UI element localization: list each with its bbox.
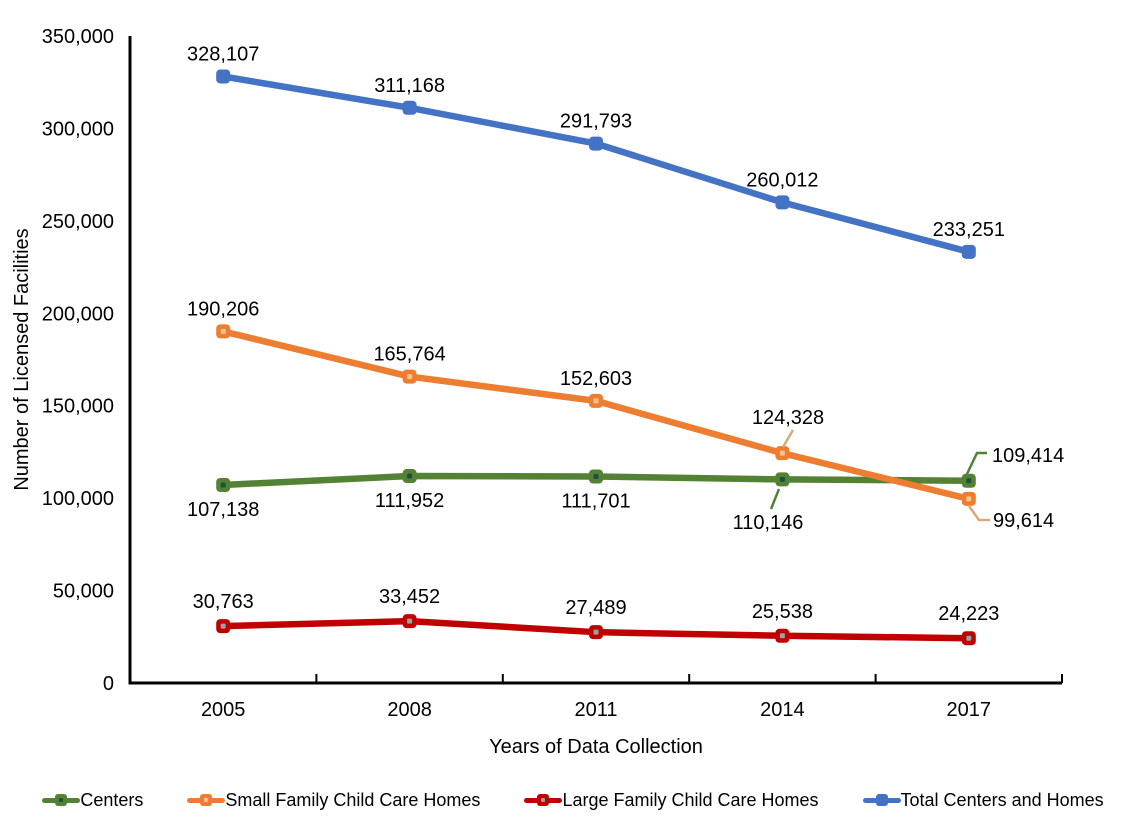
marker-inner-dot: [220, 482, 226, 488]
marker-inner-dot: [593, 398, 599, 404]
data-label: 124,328: [752, 407, 824, 429]
data-label: 260,012: [746, 169, 818, 191]
data-label: 99,614: [993, 510, 1054, 532]
x-axis-tick-label: 2017: [947, 699, 992, 721]
legend-swatch-icon: [862, 793, 901, 807]
data-label: 24,223: [938, 603, 999, 625]
x-axis-tick-label: 2008: [387, 699, 432, 721]
y-axis-tick-label: 200,000: [42, 303, 114, 325]
legend-item-small-family-child-care-homes: Small Family Child Care Homes: [187, 791, 480, 809]
data-label: 111,952: [375, 490, 444, 512]
data-label: 328,107: [187, 43, 259, 65]
data-label: 25,538: [752, 601, 813, 623]
legend-label: Total Centers and Homes: [900, 790, 1104, 810]
y-axis-title: Number of Licensed Facilities: [11, 228, 33, 490]
legend-item-centers: Centers: [42, 791, 143, 809]
x-axis-title: Years of Data Collection: [489, 736, 703, 758]
data-point-marker: [589, 136, 603, 151]
series-centers: 107,138 111,952 111,701 110,146 109,414: [187, 445, 1064, 534]
marker-inner-dot: [779, 450, 785, 456]
marker-inner-dot: [220, 328, 226, 334]
marker-inner-dot: [407, 473, 413, 479]
data-point-marker: [961, 244, 976, 259]
series-small-family-child-care-homes: 190,206 165,764 152,603 124,328 99,614: [187, 298, 1054, 532]
x-axis-tick-label: 2011: [574, 699, 617, 721]
data-label: 311,168: [374, 75, 445, 97]
chart-legend: Centers Small Family Child Care Homes Larg…: [0, 784, 1146, 816]
x-axis-tick-label: 2005: [201, 699, 246, 721]
series-line: [222, 73, 970, 255]
marker-inner-dot: [407, 374, 413, 380]
data-label-leader-line: [781, 429, 795, 448]
data-label: 233,251: [933, 219, 1005, 241]
y-axis-tick-label: 50,000: [53, 581, 114, 603]
marker-inner-dot: [593, 474, 599, 480]
marker-inner-dot: [966, 635, 972, 641]
data-label: 33,452: [379, 586, 440, 608]
data-label: 190,206: [187, 298, 259, 320]
data-label: 152,603: [560, 368, 632, 390]
x-axis-tick-label: 2014: [760, 699, 805, 721]
data-label-leader-line: [769, 488, 781, 510]
data-point-marker: [402, 100, 417, 115]
y-axis-tick-label: 150,000: [42, 396, 114, 418]
y-axis-tick-label: 350,000: [42, 26, 114, 48]
legend-label: Large Family Child Care Homes: [562, 790, 819, 810]
data-label: 107,138: [187, 499, 259, 521]
marker-inner-dot: [407, 618, 413, 624]
data-label: 109,414: [992, 445, 1064, 467]
legend-item-total-centers-and-homes: Total Centers and Homes: [862, 790, 1104, 810]
marker-inner-dot: [779, 476, 785, 482]
y-axis-tick-label: 250,000: [42, 211, 114, 233]
line-chart-canvas: 0 50,000 100,000 150,000 200,000 250,000 300,0…: [11, 26, 1064, 758]
data-point-marker: [775, 195, 790, 210]
legend-label: Centers: [80, 790, 144, 810]
legend-swatch-icon: [524, 793, 563, 807]
data-label: 27,489: [565, 597, 626, 619]
marker-inner-dot: [966, 478, 972, 484]
series-total-centers-and-homes: 328,107 311,168 291,793 260,012 233,251: [187, 43, 1005, 259]
y-axis-tick-label: 0: [103, 673, 114, 695]
legend-label: Small Family Child Care Homes: [225, 790, 481, 810]
legend-item-large-family-child-care-homes: Large Family Child Care Homes: [524, 790, 819, 810]
y-axis-tick-label: 300,000: [42, 118, 114, 140]
series-large-family-child-care-homes: 30,763 33,452 27,489 25,538 24,223: [193, 586, 999, 646]
data-label: 110,146: [733, 512, 804, 534]
legend-swatch-icon: [187, 793, 226, 807]
data-label: 30,763: [193, 591, 254, 613]
marker-inner-dot: [779, 633, 785, 639]
data-point-marker: [216, 69, 231, 84]
marker-inner-dot: [593, 629, 599, 635]
marker-inner-dot: [966, 496, 972, 502]
legend-swatch-icon: [42, 793, 81, 807]
data-label: 291,793: [560, 111, 632, 133]
data-label-leader-line: [965, 451, 987, 475]
data-label-leader-line: [967, 505, 990, 522]
y-axis-tick-label: 100,000: [42, 488, 114, 510]
data-label: 111,701: [561, 491, 630, 513]
data-label: 165,764: [373, 344, 445, 366]
marker-inner-dot: [220, 623, 226, 629]
